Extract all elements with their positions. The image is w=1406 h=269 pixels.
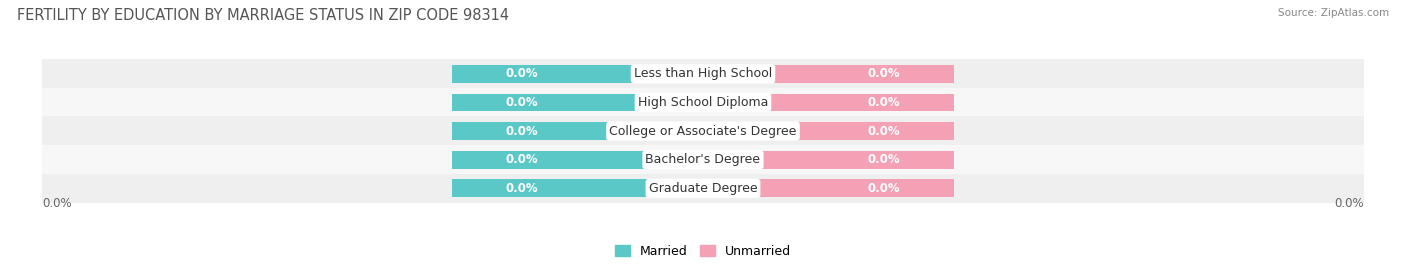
Text: College or Associate's Degree: College or Associate's Degree: [609, 125, 797, 138]
Bar: [42, 88, 1364, 117]
Bar: [451, 179, 703, 197]
Text: 0.0%: 0.0%: [506, 67, 538, 80]
Text: 0.0%: 0.0%: [868, 125, 900, 138]
Text: 0.0%: 0.0%: [868, 96, 900, 109]
Text: Graduate Degree: Graduate Degree: [648, 182, 758, 195]
Bar: [451, 65, 703, 83]
Bar: [42, 145, 1364, 174]
Bar: [703, 65, 955, 83]
Text: Less than High School: Less than High School: [634, 67, 772, 80]
Text: 0.0%: 0.0%: [868, 67, 900, 80]
Text: FERTILITY BY EDUCATION BY MARRIAGE STATUS IN ZIP CODE 98314: FERTILITY BY EDUCATION BY MARRIAGE STATU…: [17, 8, 509, 23]
Bar: [42, 116, 1364, 146]
Bar: [703, 122, 955, 140]
Text: 0.0%: 0.0%: [1334, 197, 1364, 210]
Text: 0.0%: 0.0%: [506, 182, 538, 195]
Text: 0.0%: 0.0%: [868, 182, 900, 195]
Text: 0.0%: 0.0%: [42, 197, 72, 210]
Bar: [42, 174, 1364, 203]
Bar: [42, 59, 1364, 89]
Bar: [703, 179, 955, 197]
Text: 0.0%: 0.0%: [506, 153, 538, 166]
Bar: [703, 151, 955, 169]
Text: Source: ZipAtlas.com: Source: ZipAtlas.com: [1278, 8, 1389, 18]
Text: 0.0%: 0.0%: [506, 125, 538, 138]
Text: 0.0%: 0.0%: [868, 153, 900, 166]
Bar: [451, 151, 703, 169]
Bar: [451, 94, 703, 111]
Text: 0.0%: 0.0%: [506, 96, 538, 109]
Legend: Married, Unmarried: Married, Unmarried: [610, 240, 796, 263]
Bar: [703, 94, 955, 111]
Bar: [451, 122, 703, 140]
Text: High School Diploma: High School Diploma: [638, 96, 768, 109]
Text: Bachelor's Degree: Bachelor's Degree: [645, 153, 761, 166]
